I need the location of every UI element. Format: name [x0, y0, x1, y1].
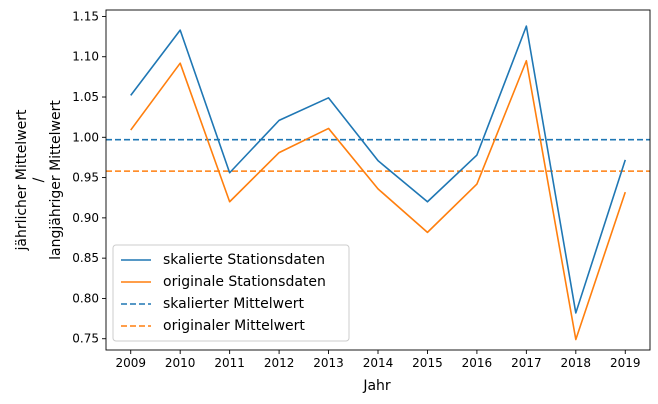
y-tick-label: 0.90 [72, 211, 99, 225]
x-tick-label: 2013 [313, 356, 344, 370]
legend-label: skalierte Stationsdaten [163, 252, 325, 268]
legend-label: originaler Mittelwert [163, 318, 305, 334]
x-tick-label: 2010 [165, 356, 196, 370]
legend-label: originale Stationsdaten [163, 274, 326, 290]
x-tick-label: 2018 [561, 356, 592, 370]
series-line-2 [130, 59, 627, 341]
plot-area: 2009 2010 2011 2012 2013 2014 2015 2016 2017 2018… [72, 9, 651, 370]
y-tick-label: 0.95 [72, 171, 99, 185]
x-tick-label: 2012 [264, 356, 295, 370]
y-tick-label: 0.80 [72, 291, 99, 305]
x-tick-label: 2014 [363, 356, 394, 370]
x-tick-label: 2011 [214, 356, 245, 370]
y-tick-label: 0.75 [72, 332, 99, 346]
x-tick-label: 2017 [511, 356, 542, 370]
y-axis-title-line-2: / [31, 177, 47, 182]
y-axis-title: jährlicher Mittelwert / langjähriger Mit… [14, 100, 64, 260]
legend: skalierte Stationsdaten originale Station… [112, 244, 350, 342]
y-axis-title-line-3: langjähriger Mittelwert [48, 100, 64, 260]
y-tick-label: 1.00 [72, 130, 99, 144]
legend-label: skalierter Mittelwert [163, 296, 304, 312]
y-axis-title-line-1: jährlicher Mittelwert [14, 109, 30, 252]
y-tick-label: 1.05 [72, 90, 99, 104]
legend-box [112, 244, 350, 342]
x-tick-label: 2019 [610, 356, 641, 370]
x-axis-title: Jahr [362, 378, 391, 394]
y-tick-label: 0.85 [72, 251, 99, 265]
y-tick-label: 1.15 [72, 9, 99, 23]
y-tick-label: 1.10 [72, 50, 99, 64]
series-line-1 [130, 25, 627, 314]
x-tick-label: 2015 [412, 356, 443, 370]
x-tick-label: 2016 [462, 356, 493, 370]
x-tick-label: 2009 [115, 356, 146, 370]
